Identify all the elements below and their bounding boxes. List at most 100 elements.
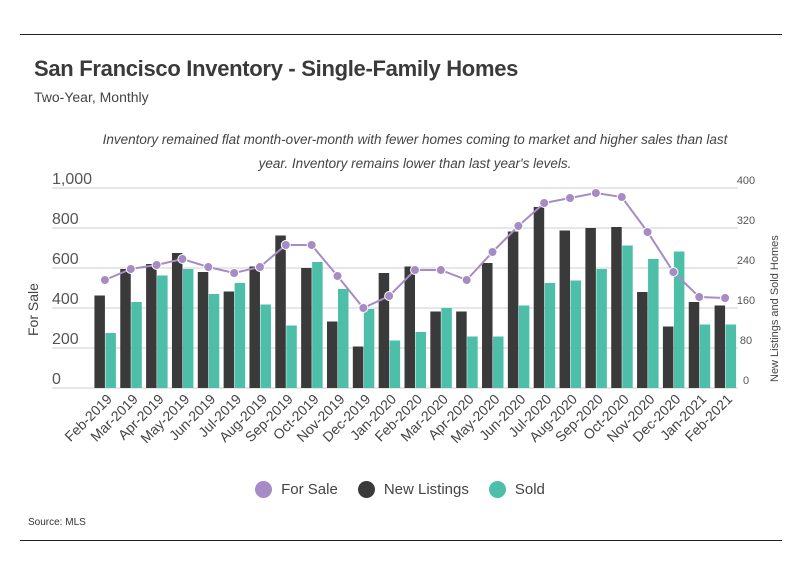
- point-for-sale: [539, 198, 550, 208]
- sold-swatch-icon: [488, 481, 506, 498]
- bar-new-listings: [378, 273, 390, 388]
- bar-sold: [622, 245, 633, 388]
- point-for-sale: [461, 275, 472, 285]
- bar-sold: [389, 340, 401, 388]
- bar-new-listings: [662, 326, 674, 388]
- point-for-sale: [254, 262, 265, 272]
- point-for-sale: [177, 254, 188, 264]
- y-left-tick-label: 800: [52, 211, 79, 228]
- y-left-tick-label: 600: [52, 251, 79, 268]
- point-for-sale: [616, 192, 627, 202]
- top-rule: [20, 34, 782, 35]
- y-left-tick-label: 1,000: [52, 171, 92, 188]
- point-for-sale: [513, 221, 524, 231]
- point-for-sale: [668, 267, 679, 277]
- bar-new-listings: [456, 311, 467, 388]
- bar-new-listings: [611, 227, 622, 388]
- bar-sold: [725, 324, 737, 388]
- y-right-axis-label: New Listings and Sold Homes: [769, 235, 781, 382]
- bar-new-listings: [688, 302, 700, 388]
- bottom-rule: [20, 540, 782, 541]
- bar-sold: [648, 259, 659, 388]
- for-sale-swatch-icon: [255, 481, 273, 498]
- bar-new-listings: [326, 321, 338, 388]
- chart-title: San Francisco Inventory - Single-Family …: [34, 56, 519, 81]
- y-left-tick-label: 400: [52, 291, 79, 308]
- point-for-sale: [435, 265, 446, 275]
- bar-sold: [441, 308, 452, 388]
- y-right-tick-label: 320: [737, 215, 755, 227]
- point-for-sale: [565, 193, 576, 203]
- y-left-tick-label: 200: [52, 331, 79, 348]
- bar-sold: [337, 289, 349, 388]
- legend-label-sold: Sold: [514, 481, 545, 498]
- y-right-tick-label: 400: [737, 175, 755, 187]
- bar-new-listings: [146, 264, 157, 388]
- bar-sold: [699, 324, 711, 388]
- bar-new-listings: [352, 346, 364, 388]
- bar-new-listings: [507, 231, 519, 388]
- bar-sold: [105, 333, 116, 388]
- bar-new-listings: [714, 305, 726, 388]
- y-right-tick-label: 160: [737, 295, 755, 307]
- point-for-sale: [203, 262, 214, 272]
- point-for-sale: [332, 271, 343, 281]
- point-for-sale: [720, 293, 731, 303]
- point-for-sale: [358, 303, 369, 313]
- bar-sold: [570, 280, 582, 388]
- point-for-sale: [99, 275, 110, 285]
- chart-subtitle: Two-Year, Monthly: [34, 89, 149, 105]
- bar-new-listings: [533, 207, 545, 388]
- point-for-sale: [487, 247, 498, 257]
- bar-sold: [234, 283, 246, 388]
- bar-sold: [182, 269, 194, 388]
- point-for-sale: [306, 240, 317, 250]
- chart-legend: For Sale New Listings Sold: [0, 481, 800, 498]
- point-for-sale: [590, 188, 601, 198]
- point-for-sale: [229, 268, 240, 278]
- bar-new-listings: [171, 253, 183, 388]
- bar-new-listings: [430, 311, 441, 388]
- point-for-sale: [280, 240, 291, 250]
- bar-sold: [260, 304, 271, 388]
- bar-sold: [415, 332, 426, 388]
- bar-sold: [286, 325, 297, 388]
- bar-new-listings: [94, 295, 105, 388]
- bar-new-listings: [482, 263, 493, 388]
- legend-item-new-listings[interactable]: New Listings: [357, 481, 469, 498]
- bar-new-listings: [223, 291, 235, 388]
- point-for-sale: [642, 227, 653, 237]
- bar-sold: [157, 275, 168, 388]
- bar-sold: [467, 336, 478, 388]
- legend-label-for-sale: For Sale: [281, 481, 338, 498]
- bar-new-listings: [559, 230, 571, 388]
- point-for-sale: [694, 292, 705, 302]
- y-right-tick-label: 80: [740, 335, 752, 347]
- bar-new-listings: [275, 235, 286, 388]
- legend-item-for-sale[interactable]: For Sale: [255, 481, 338, 498]
- bar-sold: [208, 294, 220, 388]
- legend-item-sold[interactable]: Sold: [488, 481, 545, 498]
- bar-new-listings: [301, 268, 312, 388]
- bar-sold: [312, 262, 323, 388]
- bar-sold: [131, 302, 142, 388]
- bar-sold: [493, 336, 504, 388]
- bar-new-listings: [197, 272, 209, 388]
- bar-new-listings: [637, 292, 648, 388]
- bar-new-listings: [120, 269, 131, 388]
- point-for-sale: [151, 260, 162, 270]
- y-right-tick-label: 240: [737, 255, 755, 267]
- bar-sold: [518, 305, 530, 388]
- new-listings-swatch-icon: [357, 481, 375, 498]
- point-for-sale: [410, 265, 420, 275]
- bar-new-listings: [585, 228, 596, 388]
- point-for-sale: [384, 291, 395, 301]
- y-right-tick-label: 0: [743, 375, 749, 387]
- source-note: Source: MLS: [28, 517, 86, 528]
- y-left-tick-label: 0: [52, 371, 61, 388]
- bar-sold: [544, 283, 556, 388]
- bar-new-listings: [404, 266, 415, 388]
- bar-sold: [596, 269, 607, 388]
- y-left-axis-label: For Sale: [25, 283, 41, 336]
